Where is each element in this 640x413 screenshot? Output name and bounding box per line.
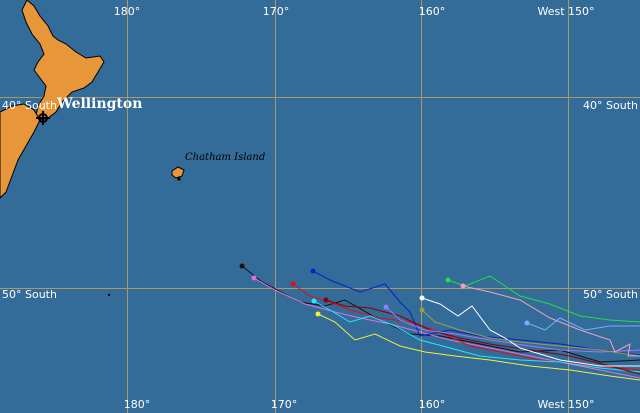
track-yellow [315,311,640,381]
track-lightblue-start [524,320,530,326]
north-island [21,0,105,121]
label-lon-160-top: 160° [419,5,446,18]
track-lightblue-line [526,317,640,331]
track-cyan-line [313,300,640,373]
track-lavender-start [383,304,389,310]
label-lon-180-bottom: 180° [124,398,151,411]
label-lon-160-bottom: 160° [419,398,446,411]
track-green-line [447,275,640,323]
track-navy [310,268,640,356]
track-olive [419,307,640,357]
chatham-outlier [177,177,181,181]
tracks [239,263,640,381]
track-navy-line [312,270,640,356]
chatham-island-shape [171,166,185,179]
track-rose-start [460,283,466,289]
track-white [419,295,640,367]
track-yellow-start [315,311,321,317]
track-olive-line [421,309,640,357]
track-pink-start [251,275,257,281]
label-wellington: Wellington [56,96,142,112]
track-white-line [421,297,640,367]
label-lon-150-top: West 150° [537,5,594,18]
label-lat-40-left: 40° South [2,99,57,112]
track-cyan [311,298,640,373]
track-yellow-line [317,313,640,381]
label-lat-50-left: 50° South [2,288,57,301]
track-white-start [419,295,425,301]
track-red-start [290,281,296,287]
track-green-start [445,277,451,283]
track-maroon-start [323,297,329,303]
track-olive-start [419,307,425,313]
new-zealand [0,0,185,199]
track-maroon-line [325,299,640,375]
small-islet [108,294,110,296]
track-green [445,275,640,323]
track-lightblue [524,317,640,331]
label-lon-150-bottom: West 150° [537,398,594,411]
track-lavender-line [385,306,640,353]
track-rose [460,283,640,357]
track-cyan-start [311,298,317,304]
label-lon-170-bottom: 170° [271,398,298,411]
label-lon-180-top: 180° [114,5,141,18]
track-lavender [383,304,640,353]
label-lat-50-right: 50° South [583,288,638,301]
label-lat-40-right: 40° South [583,99,638,112]
track-black-start [239,263,245,269]
track-navy-start [310,268,316,274]
south-island [0,103,41,199]
track-maroon [323,297,640,375]
label-lon-170-top: 170° [263,5,290,18]
wellington-marker [36,111,50,125]
label-chatham-island: Chatham Island [185,152,265,163]
track-rose-line [462,285,640,357]
